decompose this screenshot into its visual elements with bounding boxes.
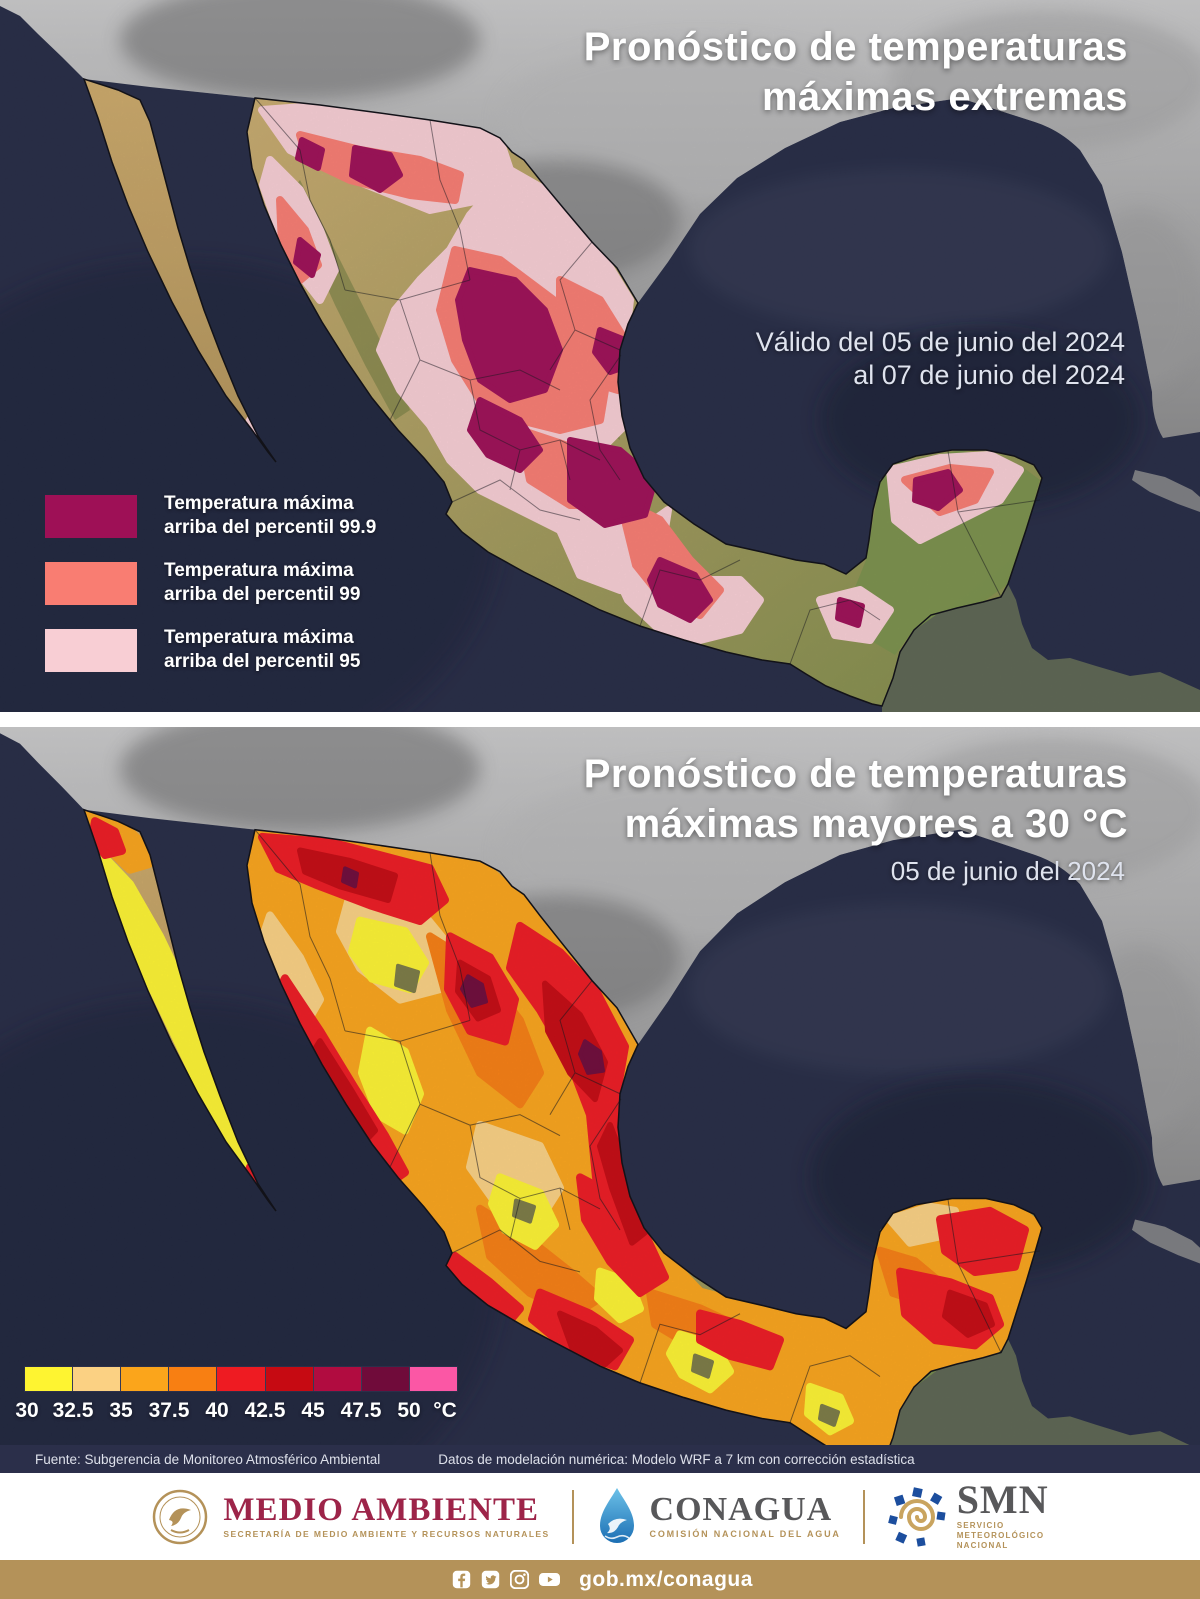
heat-map-panel: Pronóstico de temperaturas máximas mayor… — [0, 727, 1200, 1473]
heat-title-line2: máximas mayores a 30 °C — [624, 802, 1128, 846]
smn-spiral-icon — [887, 1486, 946, 1547]
source-right: Datos de modelación numérica: Modelo WRF… — [438, 1451, 915, 1467]
percentile-legend: Temperatura máxima arriba del percentil … — [45, 492, 376, 693]
legend-swatch-999 — [45, 494, 137, 538]
legend-item: Temperatura máxima arriba del percentil … — [45, 559, 376, 607]
heat-map — [0, 727, 1200, 1473]
conagua-logo: CONAGUA COMISIÓN NACIONAL DEL AGUA — [596, 1486, 841, 1548]
gob-mx-url: gob.mx/conagua — [579, 1567, 753, 1591]
semarnat-subtitle: SECRETARÍA DE MEDIO AMBIENTE Y RECURSOS … — [223, 1528, 550, 1539]
semarnat-logo: MEDIO AMBIENTE SECRETARÍA DE MEDIO AMBIE… — [151, 1488, 549, 1546]
source-strip: Fuente: Subgerencia de Monitoreo Atmosfé… — [0, 1445, 1200, 1473]
extremes-title-line2: máximas extremas — [761, 75, 1128, 119]
twitter-icon — [481, 1570, 500, 1589]
scale-cell — [409, 1367, 457, 1391]
facebook-icon — [452, 1570, 471, 1589]
scale-cell — [73, 1367, 122, 1391]
temperature-scale-labels: 30 32.5 35 37.5 40 42.5 45 47.5 50 °C — [15, 1399, 457, 1422]
heat-date: 05 de junio del 2024 — [890, 856, 1125, 886]
gob-mx-bar: gob.mx/conagua — [0, 1560, 1200, 1599]
footer-separator — [571, 1489, 574, 1544]
scale-cell — [169, 1367, 218, 1391]
source-left: Fuente: Subgerencia de Monitoreo Atmosfé… — [35, 1451, 381, 1467]
scale-cell — [361, 1367, 410, 1391]
scale-cell — [313, 1367, 362, 1391]
eagle-emblem-icon — [153, 1489, 208, 1544]
legend-item: Temperatura máxima arriba del percentil … — [45, 626, 376, 674]
footer-separator — [862, 1489, 865, 1544]
legend-item: Temperatura máxima arriba del percentil … — [45, 492, 376, 540]
heat-title-line1: Pronóstico de temperaturas — [583, 752, 1128, 796]
temperature-scale — [24, 1366, 458, 1392]
extremes-valid-dates: Válido del 05 de junio del 2024 al 07 de… — [755, 327, 1125, 390]
smn-logo: SMN SERVICIO METEOROLÓGICO NACIONAL — [887, 1477, 1049, 1551]
scale-cell — [121, 1367, 170, 1391]
legend-swatch-95 — [45, 628, 137, 672]
semarnat-name: MEDIO AMBIENTE — [223, 1491, 540, 1528]
conagua-name: CONAGUA — [649, 1491, 833, 1528]
map-divider — [0, 712, 1200, 727]
extremes-title: Pronóstico de temperaturas máximas extre… — [584, 22, 1128, 122]
scale-cell — [265, 1367, 314, 1391]
extremes-map-panel: Pronóstico de temperaturas máximas extre… — [0, 0, 1200, 712]
smn-name: SMN — [956, 1477, 1049, 1522]
scale-cell — [217, 1367, 266, 1391]
conagua-subtitle: COMISIÓN NACIONAL DEL AGUA — [649, 1529, 841, 1539]
institution-footer: MEDIO AMBIENTE SECRETARÍA DE MEDIO AMBIE… — [0, 1473, 1200, 1560]
heat-title: Pronóstico de temperaturas máximas mayor… — [584, 749, 1128, 849]
instagram-icon — [510, 1570, 530, 1589]
scale-cell — [25, 1367, 74, 1391]
extremes-map — [0, 0, 1200, 712]
legend-swatch-99 — [45, 561, 137, 605]
extremes-title-line1: Pronóstico de temperaturas — [583, 25, 1128, 69]
water-drop-icon — [599, 1487, 634, 1543]
youtube-icon — [539, 1573, 561, 1586]
